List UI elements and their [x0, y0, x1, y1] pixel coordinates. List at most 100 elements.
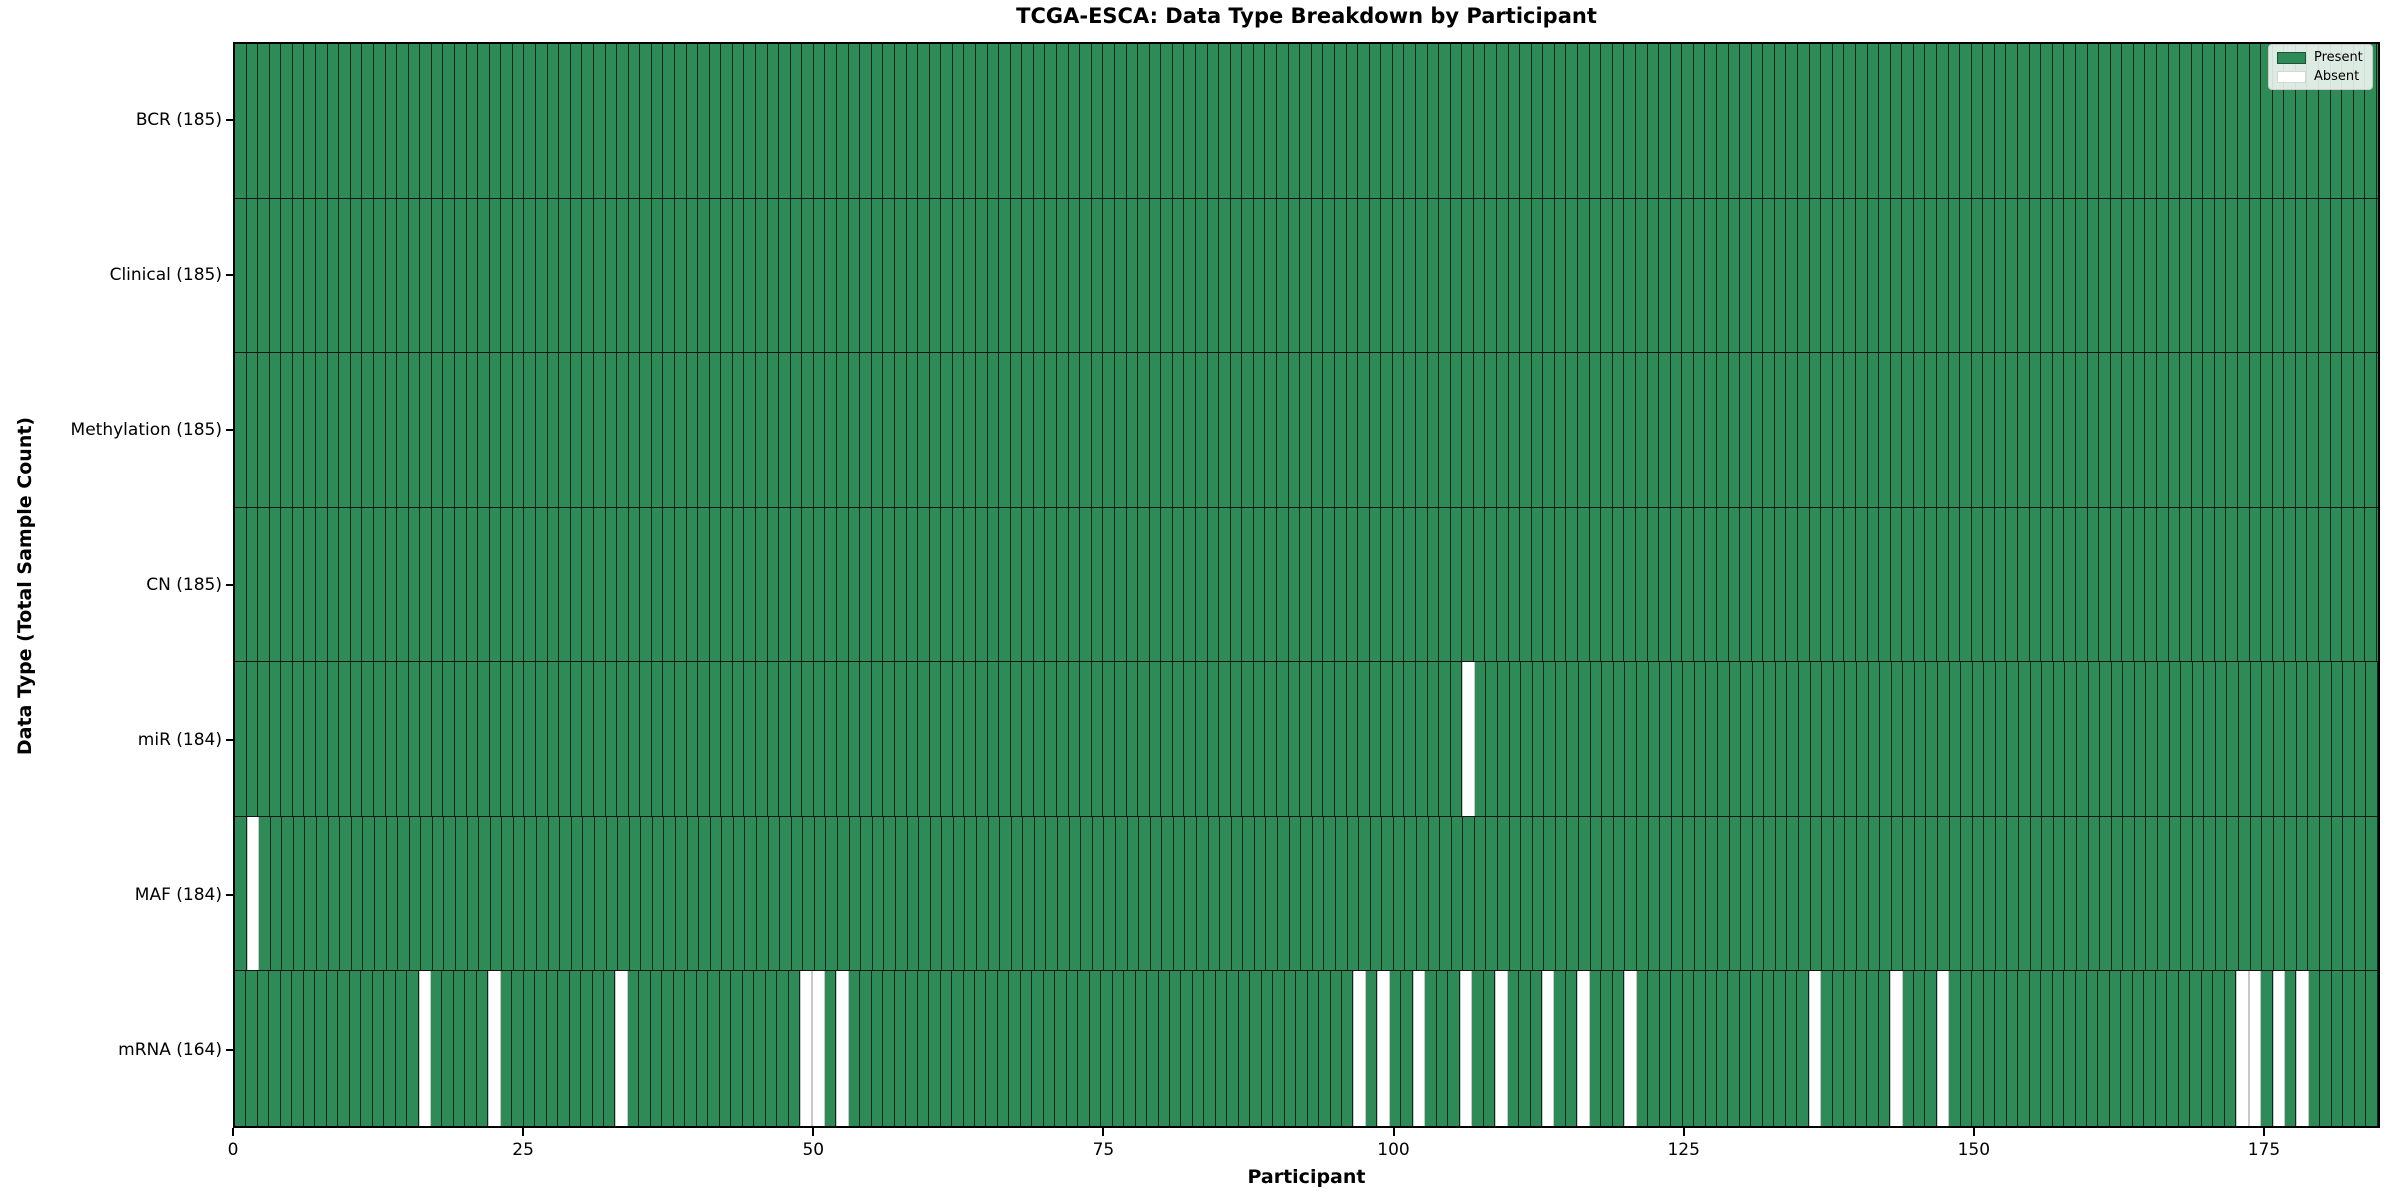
- cell-present: [1485, 44, 1498, 198]
- cell-present: [1415, 198, 1428, 353]
- cell-present: [1948, 507, 1961, 662]
- cell-present: [1671, 971, 1683, 1126]
- cell-present: [2156, 507, 2169, 662]
- cell-present: [593, 44, 606, 198]
- cell-present: [2366, 816, 2378, 971]
- cell-present: [1660, 662, 1672, 816]
- cell-present: [1253, 44, 1266, 198]
- cell-present: [1521, 662, 1533, 816]
- cell-present: [1011, 816, 1024, 971]
- cell-present: [1902, 507, 1914, 662]
- cell-present: [2133, 198, 2146, 353]
- cell-present: [2042, 662, 2054, 816]
- cell-present: [2041, 44, 2053, 198]
- cell-present: [813, 662, 826, 816]
- cell-present: [373, 44, 386, 198]
- cell-present: [362, 662, 374, 816]
- cell-present: [1554, 44, 1567, 198]
- cell-present: [1324, 816, 1336, 971]
- cell-present: [1265, 198, 1278, 353]
- cell-present: [1728, 971, 1740, 1126]
- cell-present: [501, 507, 513, 662]
- cell-present: [2146, 662, 2158, 816]
- cell-present: [2296, 816, 2309, 971]
- cell-present: [235, 198, 247, 353]
- y-tick-mark: [226, 1049, 233, 1052]
- cell-present: [674, 198, 687, 353]
- cell-present: [2168, 44, 2181, 198]
- cell-present: [2098, 971, 2110, 1126]
- x-tick-label-175: 175: [2247, 1140, 2281, 1160]
- cell-present: [1821, 507, 1833, 662]
- cell-present: [1774, 353, 1787, 507]
- cell-present: [1057, 662, 1069, 816]
- cell-present: [1566, 44, 1579, 198]
- cell-present: [2214, 353, 2227, 507]
- cell-present: [1995, 971, 2007, 1126]
- y-tick-label-mir: miR (184): [137, 730, 222, 751]
- cell-present: [281, 507, 293, 662]
- cell-present: [1066, 971, 1079, 1126]
- cell-present: [742, 971, 755, 1126]
- cell-present: [987, 353, 1000, 507]
- cell-present: [1009, 971, 1021, 1126]
- cell-present: [1045, 353, 1058, 507]
- cell-present: [929, 662, 942, 816]
- cell-present: [373, 198, 386, 353]
- cell-present: [1334, 353, 1347, 507]
- cell-present: [501, 662, 513, 816]
- cell-present: [1635, 353, 1648, 507]
- cell-present: [304, 198, 317, 353]
- cell-present: [1439, 507, 1451, 662]
- cell-present: [640, 507, 652, 662]
- cell-present: [1717, 198, 1729, 353]
- cell-present: [2145, 198, 2157, 353]
- cell-present: [825, 198, 838, 353]
- cell-present: [813, 198, 826, 353]
- cell-present: [1554, 507, 1567, 662]
- cell-present: [1365, 971, 1378, 1126]
- cell-present: [1913, 353, 1926, 507]
- cell-present: [791, 816, 804, 971]
- cell-present: [1786, 198, 1799, 353]
- cell-present: [1485, 353, 1498, 507]
- cell-present: [1913, 507, 1926, 662]
- cell-present: [2204, 662, 2216, 816]
- cell-present: [710, 816, 723, 971]
- cell-present: [1785, 971, 1798, 1126]
- cell-present: [1693, 353, 1706, 507]
- cell-present: [2065, 662, 2077, 816]
- cell-present: [2121, 971, 2133, 1126]
- cell-present: [1243, 816, 1255, 971]
- cell-present: [443, 507, 455, 662]
- cell-present: [640, 198, 652, 353]
- cell-present: [2041, 198, 2053, 353]
- cell-present: [489, 353, 502, 507]
- cell-present: [535, 971, 547, 1126]
- cell-present: [917, 971, 930, 1126]
- cell-present: [1112, 971, 1125, 1126]
- cell-present: [1566, 353, 1579, 507]
- cell-present: [1250, 971, 1262, 1126]
- cell-present: [582, 507, 594, 662]
- cell-present: [1693, 44, 1706, 198]
- cell-absent: [1353, 971, 1366, 1126]
- cell-present: [1867, 507, 1880, 662]
- cell-present: [525, 816, 538, 971]
- cell-present: [1602, 816, 1614, 971]
- cell-present: [745, 816, 758, 971]
- cell-present: [1902, 971, 1914, 1126]
- cell-present: [1207, 507, 1220, 662]
- cell-present: [1277, 353, 1289, 507]
- cell-present: [269, 198, 282, 353]
- cell-present: [1705, 353, 1717, 507]
- cell-present: [1705, 507, 1717, 662]
- cell-present: [454, 353, 467, 507]
- cell-present: [1192, 971, 1205, 1126]
- cell-present: [1879, 353, 1891, 507]
- cell-present: [1401, 971, 1413, 1126]
- cell-present: [2284, 44, 2296, 198]
- cell-present: [2006, 44, 2019, 198]
- cell-present: [2029, 971, 2042, 1126]
- cell-present: [2052, 507, 2065, 662]
